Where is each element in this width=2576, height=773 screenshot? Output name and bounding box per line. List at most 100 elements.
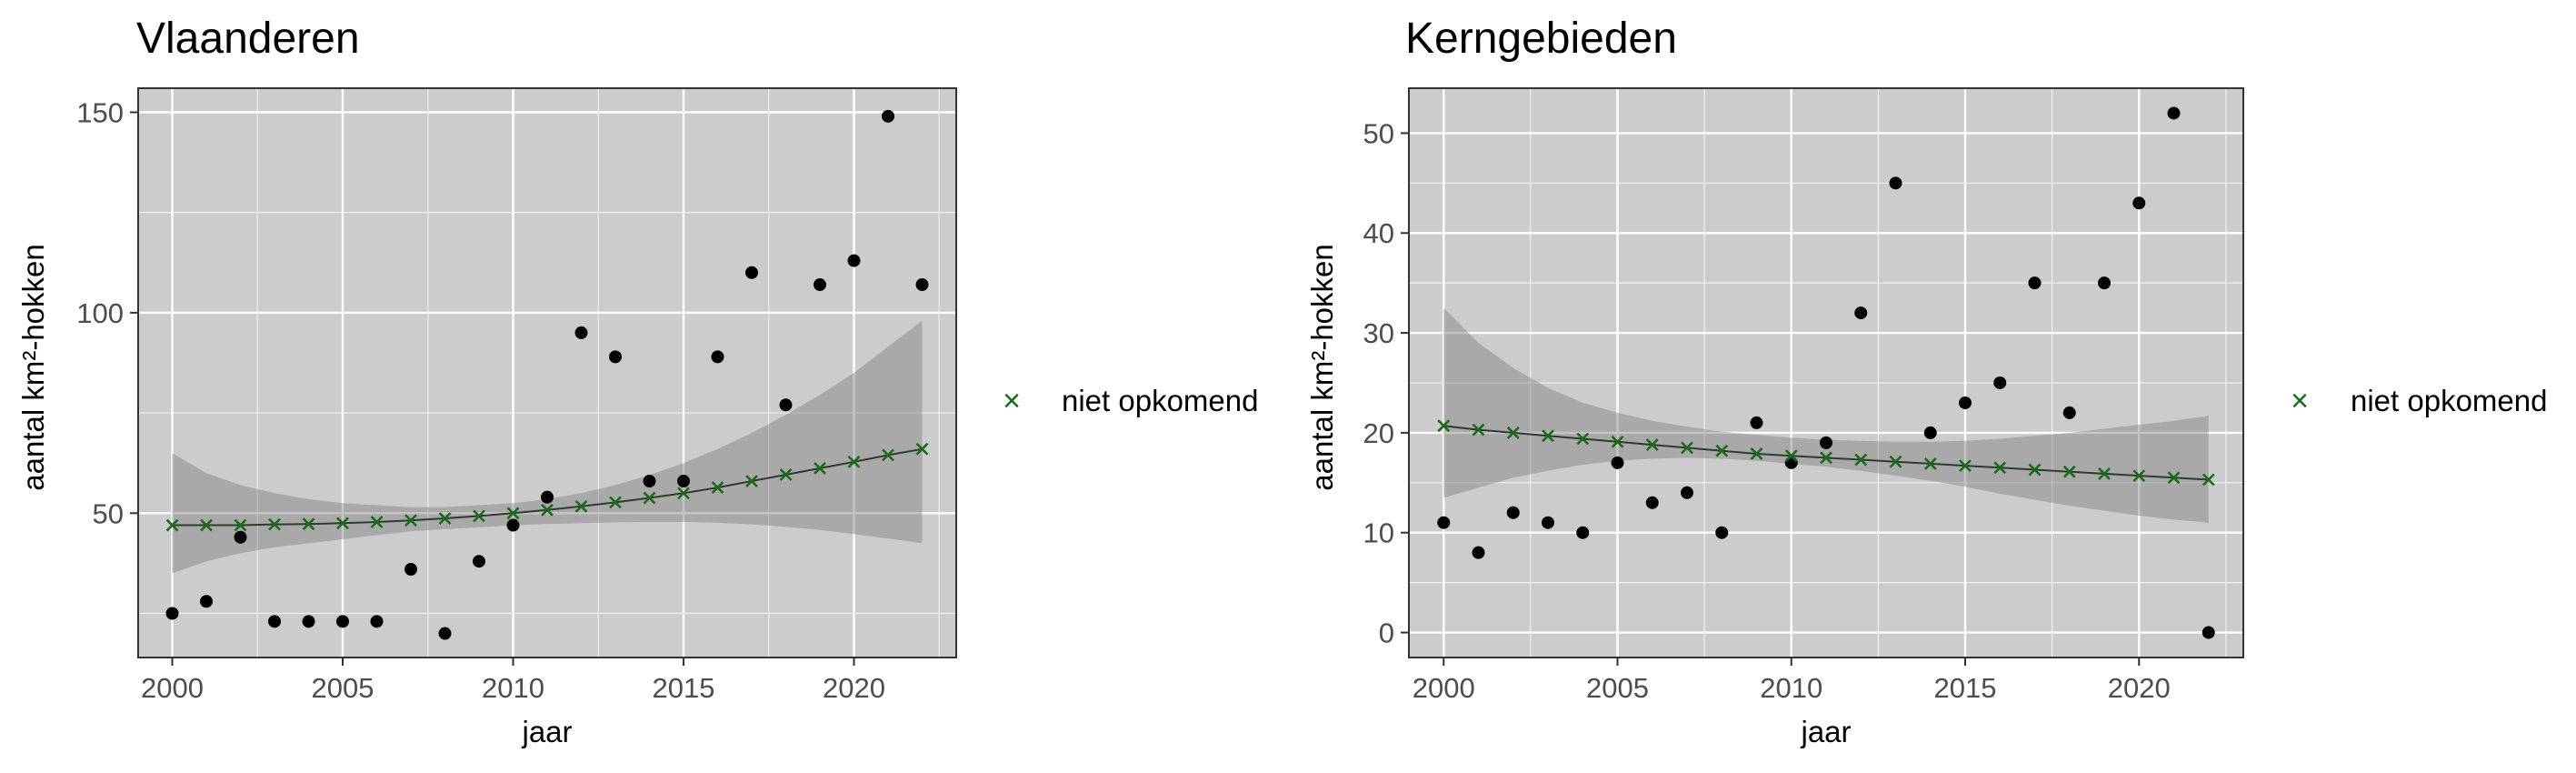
fit-marker (2132, 469, 2146, 483)
fit-marker (2062, 465, 2076, 478)
x-tick-label: 2015 (653, 672, 715, 704)
observed-point (404, 563, 417, 577)
y-tick-label: 30 (1363, 317, 1394, 349)
x-tick-label: 2020 (2108, 672, 2171, 704)
observed-point (677, 475, 690, 488)
observed-point (1854, 306, 1868, 320)
observed-point (1645, 496, 1659, 509)
observed-point (711, 350, 724, 364)
fit-marker (200, 518, 213, 532)
observed-point (268, 615, 281, 628)
observed-point (2098, 276, 2111, 290)
observed-point (574, 326, 588, 339)
fit-marker (609, 496, 622, 509)
y-tick-label: 0 (1379, 617, 1394, 649)
fit-marker (506, 507, 520, 520)
fit-marker (2167, 471, 2181, 485)
legend: × niet opkomend (2291, 384, 2547, 418)
x-tick-label: 2005 (312, 672, 374, 704)
observed-point (200, 595, 213, 608)
observed-point (1820, 436, 1832, 449)
fit-marker (1820, 451, 1832, 465)
observed-point (1889, 176, 1902, 190)
fit-marker (847, 455, 861, 468)
observed-point (1576, 526, 1590, 539)
fit-marker (1645, 438, 1659, 451)
observed-point (745, 266, 758, 279)
observed-point (1611, 456, 1624, 469)
fit-marker (234, 518, 247, 532)
observed-point (2202, 626, 2215, 639)
y-axis-label: aantal km²-hokken (16, 244, 50, 490)
legend: × niet opkomend (1003, 384, 1258, 418)
legend-label: niet opkomend (1062, 384, 1258, 417)
x-tick-label: 2020 (823, 672, 885, 704)
fit-marker (1715, 444, 1729, 457)
fit-marker (745, 475, 758, 487)
observed-point (882, 109, 894, 123)
fit-marker (915, 442, 929, 456)
observed-point (1472, 546, 1485, 559)
observed-point (643, 475, 656, 488)
fit-marker (302, 517, 315, 531)
observed-point (2028, 276, 2042, 290)
y-axis-label: aantal km²-hokken (1305, 244, 1339, 490)
fit-marker (814, 462, 826, 475)
x-tick-label: 2010 (482, 672, 544, 704)
chart-title: Vlaanderen (136, 15, 360, 63)
observed-point (2062, 406, 2076, 419)
observed-point (1923, 426, 1937, 439)
x-tick-label: 2015 (1934, 672, 1997, 704)
observed-point (1993, 376, 2007, 389)
observed-point (2167, 106, 2181, 120)
observed-point (1681, 486, 1693, 499)
observed-point (814, 278, 826, 292)
fit-marker (1542, 429, 1554, 443)
observed-point (506, 518, 520, 532)
observed-point (370, 615, 384, 628)
fit-marker (541, 503, 554, 517)
chart-vlaanderen: Vlaanderen aantal km²-hokken jaar × niet… (16, 15, 1258, 748)
panel-border (1408, 87, 2244, 658)
y-tick-label: 10 (1363, 517, 1394, 549)
observed-point (473, 555, 485, 568)
observed-point (234, 530, 247, 544)
fit-marker (1923, 457, 1937, 470)
fit-marker (1576, 432, 1590, 446)
observed-point (1715, 526, 1729, 539)
fit-marker (370, 516, 384, 528)
observed-point (165, 607, 179, 620)
fit-marker (438, 512, 452, 525)
x-tick-label: 2000 (1413, 672, 1475, 704)
chart-title: Kerngebieden (1405, 15, 1677, 63)
fit-marker (677, 487, 690, 500)
confidence-ribbon (172, 320, 923, 574)
fit-marker (336, 517, 349, 530)
chart-kerngebieden: Kerngebieden aantal km²-hokken jaar × ni… (1305, 15, 2547, 748)
x-axis-label: jaar (521, 715, 572, 748)
x-tick-label: 2010 (1760, 672, 1822, 704)
fit-marker (1993, 461, 2007, 475)
y-tick-label: 50 (1363, 117, 1394, 149)
y-tick-label: 50 (93, 497, 124, 529)
observed-point (1750, 416, 1763, 429)
fit-marker (574, 499, 588, 513)
observed-point (336, 615, 349, 628)
x-axis-label: jaar (1800, 715, 1851, 748)
fit-marker (1611, 435, 1624, 448)
observed-point (1542, 516, 1554, 529)
fit-marker (1506, 426, 1520, 439)
legend-symbol: × (2291, 384, 2309, 418)
fit-marker (2098, 467, 2111, 480)
plot-panel (138, 88, 956, 658)
fit-marker (473, 509, 485, 523)
observed-point (302, 615, 315, 628)
observed-point (1506, 506, 1520, 519)
fit-marker (1784, 449, 1798, 463)
fit-marker (1750, 447, 1763, 460)
fit-marker (882, 448, 894, 462)
observed-point (1437, 516, 1451, 529)
fit-marker (268, 517, 281, 531)
plot-panel (1409, 88, 2243, 658)
y-tick-label: 20 (1363, 417, 1394, 449)
